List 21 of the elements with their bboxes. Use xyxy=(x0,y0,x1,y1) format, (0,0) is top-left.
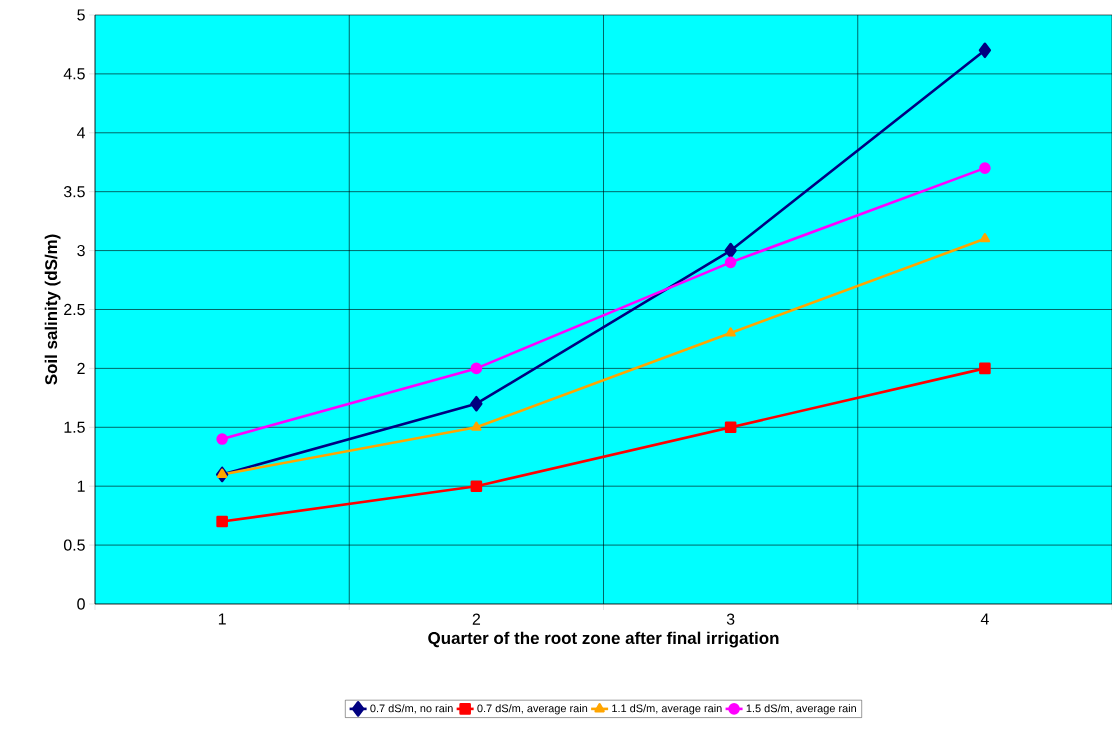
y-tick-label: 1.5 xyxy=(64,421,85,433)
y-tick-label: 0.5 xyxy=(63,539,85,551)
x-tick-label: 4 xyxy=(980,613,989,625)
y-tick-label: 5 xyxy=(77,9,85,21)
y-tick-label: 2.5 xyxy=(64,303,85,316)
x-tick-label: 2 xyxy=(472,613,481,625)
x-tick-label: 3 xyxy=(726,613,735,625)
x-axis-title: Quarter of the root zone after final irrigation xyxy=(428,631,779,648)
y-tick-label: 4 xyxy=(76,127,86,139)
legend-label: 1.5 dS/m, average rain xyxy=(746,704,856,715)
y-tick-label: 1 xyxy=(77,480,85,492)
y-tick-label: 3.5 xyxy=(63,186,85,198)
legend-label: 0.7 dS/m, no rain xyxy=(370,704,453,714)
y-tick-label: 2 xyxy=(77,362,85,374)
x-tick-label: 1 xyxy=(218,613,226,625)
legend-label: 1.1 dS/m, average rain xyxy=(612,704,722,715)
y-tick-label: 0 xyxy=(77,598,85,610)
legend-label: 0.7 dS/m, average rain xyxy=(477,704,588,715)
y-tick-label: 4.5 xyxy=(63,68,85,80)
y-tick-label: 3 xyxy=(77,244,85,257)
y-axis-title: Soil salinity (dS/m) xyxy=(44,234,61,385)
